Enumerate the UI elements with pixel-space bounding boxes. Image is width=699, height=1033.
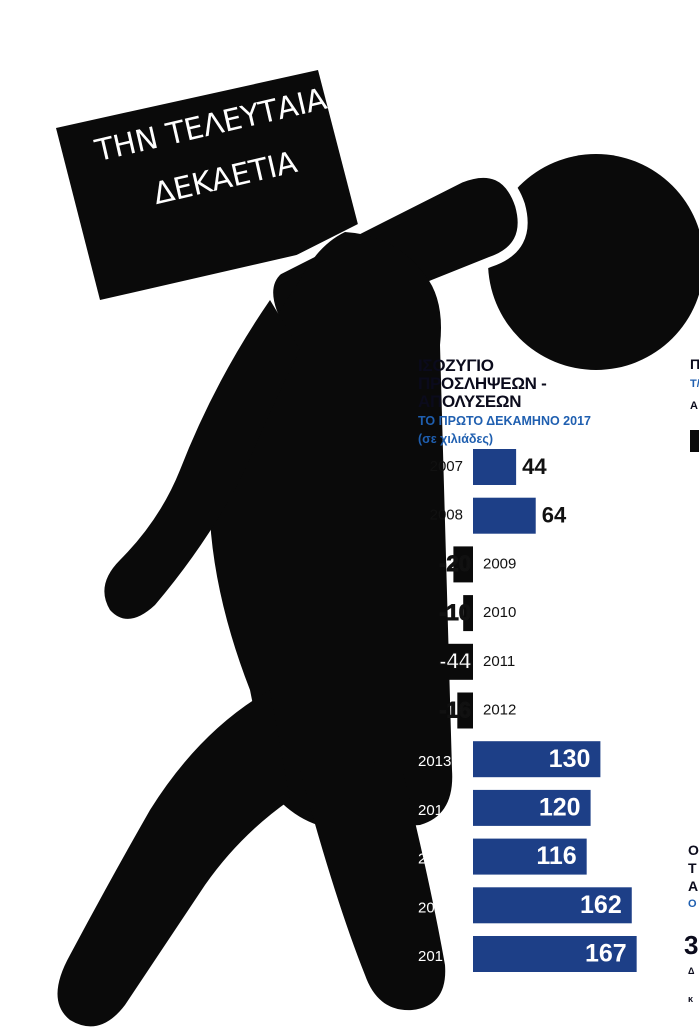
bar-2015 xyxy=(473,838,587,875)
figure-head xyxy=(488,154,699,370)
value-label-2016: 162 xyxy=(580,891,622,919)
value-label-2015: 116 xyxy=(536,842,576,870)
year-label-2007: 2007 xyxy=(430,458,463,475)
right-edge-text-10: κ xyxy=(688,994,694,1004)
bar-2012 xyxy=(457,692,473,729)
bar-2008 xyxy=(473,497,536,534)
year-label-2012: 2012 xyxy=(483,701,516,718)
figure-back-leg xyxy=(57,690,290,1027)
value-label-2010: -10 xyxy=(439,600,471,625)
year-label-2010: 2010 xyxy=(483,604,516,621)
year-label-2009: 2009 xyxy=(483,555,516,572)
value-label-2009: -20 xyxy=(439,551,471,576)
chart-unit: (σε χιλιάδες) xyxy=(418,432,494,446)
value-label-2008: 64 xyxy=(542,503,567,528)
right-edge-text-2: Τ/ xyxy=(690,378,699,390)
right-edge-text-3: Α xyxy=(690,400,698,412)
bar-2010 xyxy=(463,595,473,632)
value-label-2011: -44 xyxy=(439,649,472,674)
value-label-2017: 167 xyxy=(585,940,627,968)
right-edge-text-7: Ο xyxy=(688,898,697,910)
right-edge-text-1: Π xyxy=(690,356,699,372)
bar-2016 xyxy=(473,887,632,924)
right-edge-text-6: Α xyxy=(688,878,699,894)
value-label-2012: -16 xyxy=(439,697,471,722)
figure-front-leg xyxy=(300,760,446,1011)
year-label-2013: 2013 xyxy=(418,753,451,770)
sign-board xyxy=(56,70,362,300)
bar-2009 xyxy=(453,546,473,583)
value-label-2013: 130 xyxy=(549,745,591,773)
right-edge-text-9: Δ xyxy=(688,966,695,976)
year-label-2008: 2008 xyxy=(430,507,463,524)
value-label-2007: 44 xyxy=(522,454,547,479)
year-label-2014: 2014 xyxy=(418,802,451,819)
figure-lower-arm xyxy=(104,300,300,619)
right-edge-text-5: Τ xyxy=(688,860,697,876)
chart-title-line-2: ΠΡΟΣΛΗΨΕΩΝ - xyxy=(418,374,547,393)
bar-2013 xyxy=(473,741,601,778)
value-label-2014: 120 xyxy=(539,794,581,822)
chart-title-line-3: ΑΠΟΛΥΣΕΩΝ xyxy=(418,392,522,411)
year-label-2016: 2016 xyxy=(418,899,451,916)
bar-2014 xyxy=(473,789,591,826)
chart-subtitle: ΤΟ ΠΡΩΤΟ ΔΕΚΑΜΗΝΟ 2017 xyxy=(418,414,591,428)
year-label-2015: 2015 xyxy=(418,851,451,868)
right-edge-text-4: Ο xyxy=(688,842,699,858)
right-edge-text-8: 3 xyxy=(684,930,699,960)
year-label-2017: 2017 xyxy=(418,948,451,965)
year-label-2011: 2011 xyxy=(483,653,515,670)
bar-2011 xyxy=(429,643,473,680)
chart-title-line-1: ΙΣΟΖΥΓΙΟ xyxy=(418,356,494,375)
bar-2007 xyxy=(473,449,517,485)
right-edge-fragment xyxy=(690,430,699,452)
bar-2017 xyxy=(473,936,637,972)
